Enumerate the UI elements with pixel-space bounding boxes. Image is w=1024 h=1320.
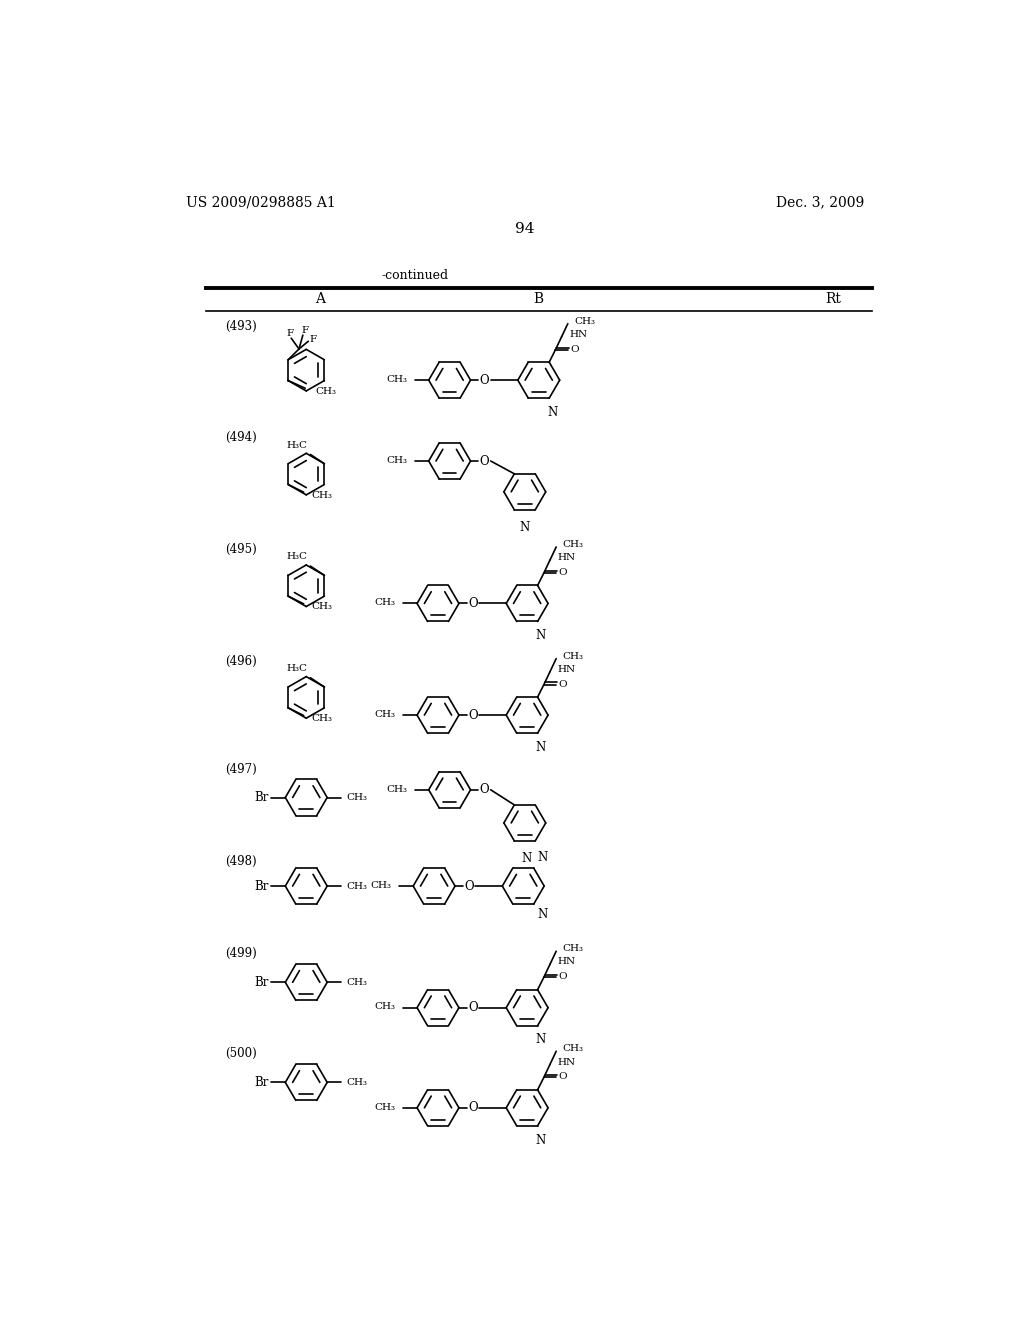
Text: O: O bbox=[468, 709, 477, 722]
Text: HN: HN bbox=[569, 330, 588, 339]
Text: HN: HN bbox=[558, 553, 575, 562]
Text: (495): (495) bbox=[225, 543, 257, 556]
Text: CH₃: CH₃ bbox=[311, 714, 333, 723]
Text: CH₃: CH₃ bbox=[386, 375, 407, 384]
Text: CH₃: CH₃ bbox=[562, 1044, 584, 1053]
Text: H₃C: H₃C bbox=[287, 664, 307, 673]
Text: O: O bbox=[570, 345, 580, 354]
Text: F: F bbox=[309, 335, 316, 345]
Text: O: O bbox=[479, 454, 489, 467]
Text: Rt: Rt bbox=[825, 292, 841, 306]
Text: N: N bbox=[521, 851, 531, 865]
Text: CH₃: CH₃ bbox=[386, 784, 407, 793]
Text: CH₃: CH₃ bbox=[346, 978, 368, 987]
Text: O: O bbox=[479, 374, 489, 387]
Text: CH₃: CH₃ bbox=[386, 455, 407, 465]
Text: (496): (496) bbox=[225, 655, 257, 668]
Text: CH₃: CH₃ bbox=[315, 387, 336, 396]
Text: CH₃: CH₃ bbox=[311, 602, 333, 611]
Text: N: N bbox=[536, 1034, 546, 1047]
Text: (494): (494) bbox=[225, 432, 257, 445]
Text: N: N bbox=[547, 405, 557, 418]
Text: O: O bbox=[559, 680, 567, 689]
Text: CH₃: CH₃ bbox=[346, 793, 368, 803]
Text: A: A bbox=[315, 292, 326, 306]
Text: US 2009/0298885 A1: US 2009/0298885 A1 bbox=[186, 195, 336, 210]
Text: (497): (497) bbox=[225, 763, 257, 776]
Text: (493): (493) bbox=[225, 319, 257, 333]
Text: HN: HN bbox=[558, 1057, 575, 1067]
Text: O: O bbox=[468, 1101, 477, 1114]
Text: CH₃: CH₃ bbox=[375, 1002, 395, 1011]
Text: O: O bbox=[559, 972, 567, 981]
Text: F: F bbox=[302, 326, 309, 335]
Text: N: N bbox=[536, 630, 546, 642]
Text: CH₃: CH₃ bbox=[562, 652, 584, 661]
Text: H₃C: H₃C bbox=[287, 441, 307, 450]
Text: CH₃: CH₃ bbox=[574, 317, 595, 326]
Text: N: N bbox=[519, 520, 530, 533]
Text: N: N bbox=[536, 741, 546, 754]
Text: O: O bbox=[479, 783, 489, 796]
Text: CH₃: CH₃ bbox=[371, 880, 391, 890]
Text: CH₃: CH₃ bbox=[562, 540, 584, 549]
Text: CH₃: CH₃ bbox=[375, 710, 395, 719]
Text: CH₃: CH₃ bbox=[562, 944, 584, 953]
Text: CH₃: CH₃ bbox=[375, 598, 395, 607]
Text: 94: 94 bbox=[515, 222, 535, 236]
Text: CH₃: CH₃ bbox=[346, 1078, 368, 1086]
Text: (499): (499) bbox=[225, 948, 257, 961]
Text: CH₃: CH₃ bbox=[375, 1102, 395, 1111]
Text: CH₃: CH₃ bbox=[346, 882, 368, 891]
Text: Br: Br bbox=[254, 791, 268, 804]
Text: O: O bbox=[468, 1001, 477, 1014]
Text: O: O bbox=[464, 879, 474, 892]
Text: HN: HN bbox=[558, 665, 575, 675]
Text: -continued: -continued bbox=[381, 269, 449, 282]
Text: Dec. 3, 2009: Dec. 3, 2009 bbox=[776, 195, 864, 210]
Text: Br: Br bbox=[254, 879, 268, 892]
Text: N: N bbox=[536, 1134, 546, 1147]
Text: Br: Br bbox=[254, 975, 268, 989]
Text: O: O bbox=[559, 1072, 567, 1081]
Text: F: F bbox=[286, 329, 293, 338]
Text: O: O bbox=[559, 568, 567, 577]
Text: N: N bbox=[538, 851, 548, 865]
Text: N: N bbox=[538, 908, 548, 921]
Text: HN: HN bbox=[558, 957, 575, 966]
Text: H₃C: H₃C bbox=[287, 553, 307, 561]
Text: CH₃: CH₃ bbox=[311, 491, 333, 500]
Text: Br: Br bbox=[254, 1076, 268, 1089]
Text: O: O bbox=[468, 597, 477, 610]
Text: B: B bbox=[534, 292, 544, 306]
Text: (500): (500) bbox=[225, 1047, 257, 1060]
Text: (498): (498) bbox=[225, 855, 256, 869]
